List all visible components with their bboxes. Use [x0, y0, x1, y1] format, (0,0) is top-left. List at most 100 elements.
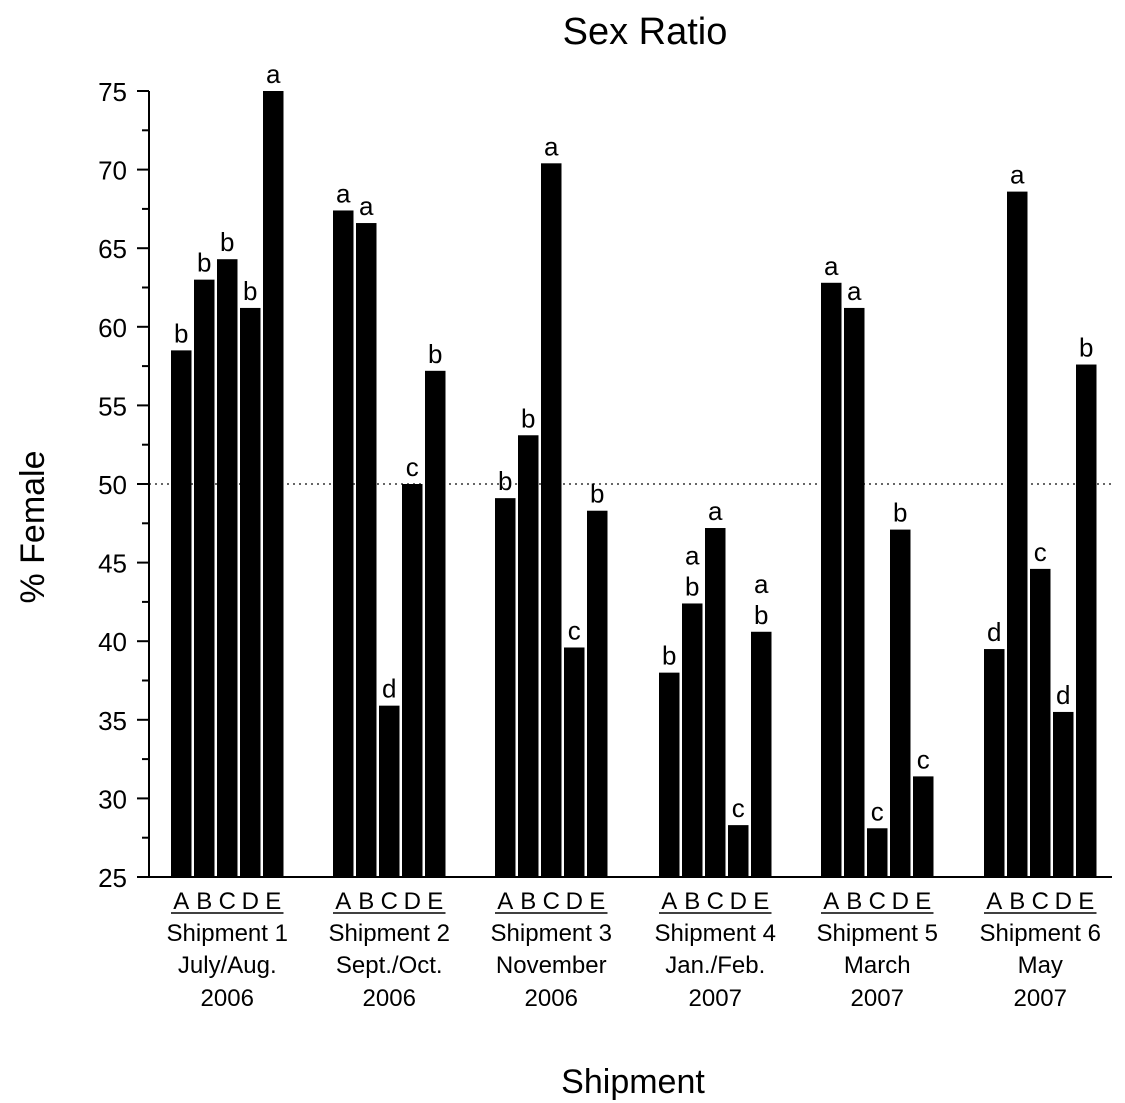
bar-category-label: E — [427, 888, 443, 915]
bar — [984, 649, 1005, 877]
bar-category-label: C — [1032, 888, 1049, 915]
group-name-label: Shipment 1 — [167, 920, 288, 947]
bar — [541, 163, 562, 877]
bar-letter-label: b — [662, 641, 676, 671]
group-period-label: Sept./Oct. — [336, 952, 443, 979]
bar-category-label: C — [543, 888, 560, 915]
bar — [171, 350, 192, 877]
bar-category-label: C — [869, 888, 886, 915]
y-tick-label: 45 — [98, 549, 127, 579]
y-tick-label: 65 — [98, 234, 127, 264]
bar — [705, 528, 726, 877]
bar-category-label: A — [823, 888, 839, 915]
bar-category-label: B — [846, 888, 862, 915]
y-tick-label: 55 — [98, 391, 127, 421]
y-tick-label: 30 — [98, 784, 127, 814]
bar-letter-label: b — [428, 339, 442, 369]
plot-area: 25 30 35 40 45 50 55 60 65 70 75 b Ab Bb Cb Da E Shipment… — [98, 59, 1112, 1012]
bar-letter-label: c — [1034, 537, 1047, 567]
bar-letter-label: c — [732, 793, 745, 823]
bar-letter-label: d — [987, 617, 1001, 647]
bar — [1030, 568, 1051, 877]
y-tick-label: 75 — [98, 77, 127, 107]
bar-letter-label: b — [243, 276, 257, 306]
y-tick-label: 60 — [98, 313, 127, 343]
bar — [659, 672, 680, 877]
bar-letter-label: b — [893, 498, 907, 528]
bar — [821, 282, 842, 877]
bar — [356, 223, 377, 878]
bar-letter-label: b — [521, 403, 535, 433]
bar-letter-label: a — [824, 251, 839, 281]
bar-letter-label: a — [1010, 160, 1025, 190]
bar-letter-label: b — [197, 248, 211, 278]
y-tick-label: 40 — [98, 627, 127, 657]
group-period-label: November — [496, 952, 607, 979]
bar-letter-label: d — [1056, 680, 1070, 710]
bar-letter-label: c — [406, 452, 419, 482]
x-axis-label: Shipment — [561, 1063, 705, 1101]
bar-category-label: D — [1055, 888, 1072, 915]
bar-category-label: C — [707, 888, 724, 915]
bar-letter-label: a — [544, 131, 559, 161]
group-year-label: 2006 — [525, 985, 578, 1012]
group-period-label: Jan./Feb. — [665, 952, 765, 979]
bar-category-label: D — [242, 888, 259, 915]
bar-category-label: B — [520, 888, 536, 915]
bar — [333, 210, 354, 878]
bar-letter-label: d — [382, 674, 396, 704]
bar — [867, 828, 888, 877]
group-period-label: March — [844, 952, 911, 979]
group-year-label: 2007 — [851, 985, 904, 1012]
bar — [1053, 711, 1074, 877]
bar — [682, 603, 703, 877]
bar-letter-label: c — [917, 744, 930, 774]
bar-letter-label: a — [359, 191, 374, 221]
bar-category-label: A — [661, 888, 677, 915]
bar — [240, 307, 261, 877]
bar-letter-label: b — [754, 600, 768, 630]
bar-letter-label: a — [685, 540, 700, 570]
group-period-label: May — [1018, 952, 1063, 979]
bar-category-label: E — [589, 888, 605, 915]
bar-category-label: B — [196, 888, 212, 915]
bar — [751, 631, 772, 877]
bar — [402, 484, 423, 877]
bar-category-label: C — [381, 888, 398, 915]
y-tick-label: 50 — [98, 470, 127, 500]
bar-letter-label: b — [220, 227, 234, 257]
bar — [379, 705, 400, 877]
bar-letter-label: c — [871, 796, 884, 826]
bar — [495, 498, 516, 877]
bar — [913, 776, 934, 877]
bar — [890, 529, 911, 877]
bar-letter-label: b — [1079, 333, 1093, 363]
bar-category-label: D — [404, 888, 421, 915]
bar — [728, 825, 749, 877]
group-name-label: Shipment 2 — [329, 920, 450, 947]
y-tick-label: 70 — [98, 156, 127, 186]
bar — [263, 91, 284, 877]
bar-letter-label: a — [708, 496, 723, 526]
bar-category-label: C — [219, 888, 236, 915]
group-name-label: Shipment 6 — [980, 920, 1101, 947]
y-axis-label: % Female — [14, 450, 52, 603]
bar-letter-label: a — [847, 276, 862, 306]
bar — [194, 279, 215, 877]
group-year-label: 2007 — [689, 985, 742, 1012]
y-tick-label: 35 — [98, 706, 127, 736]
bar-category-label: D — [566, 888, 583, 915]
bar-category-label: E — [1078, 888, 1094, 915]
y-tick-label: 25 — [98, 863, 127, 893]
bar — [1076, 364, 1097, 877]
bar-category-label: E — [915, 888, 931, 915]
group-year-label: 2006 — [363, 985, 416, 1012]
bar-letter-label: b — [174, 318, 188, 348]
bar-category-label: E — [753, 888, 769, 915]
bar-category-label: A — [335, 888, 351, 915]
bar — [587, 510, 608, 877]
bar-category-label: B — [1009, 888, 1025, 915]
chart-title: Sex Ratio — [563, 11, 728, 53]
bar-category-label: A — [173, 888, 189, 915]
